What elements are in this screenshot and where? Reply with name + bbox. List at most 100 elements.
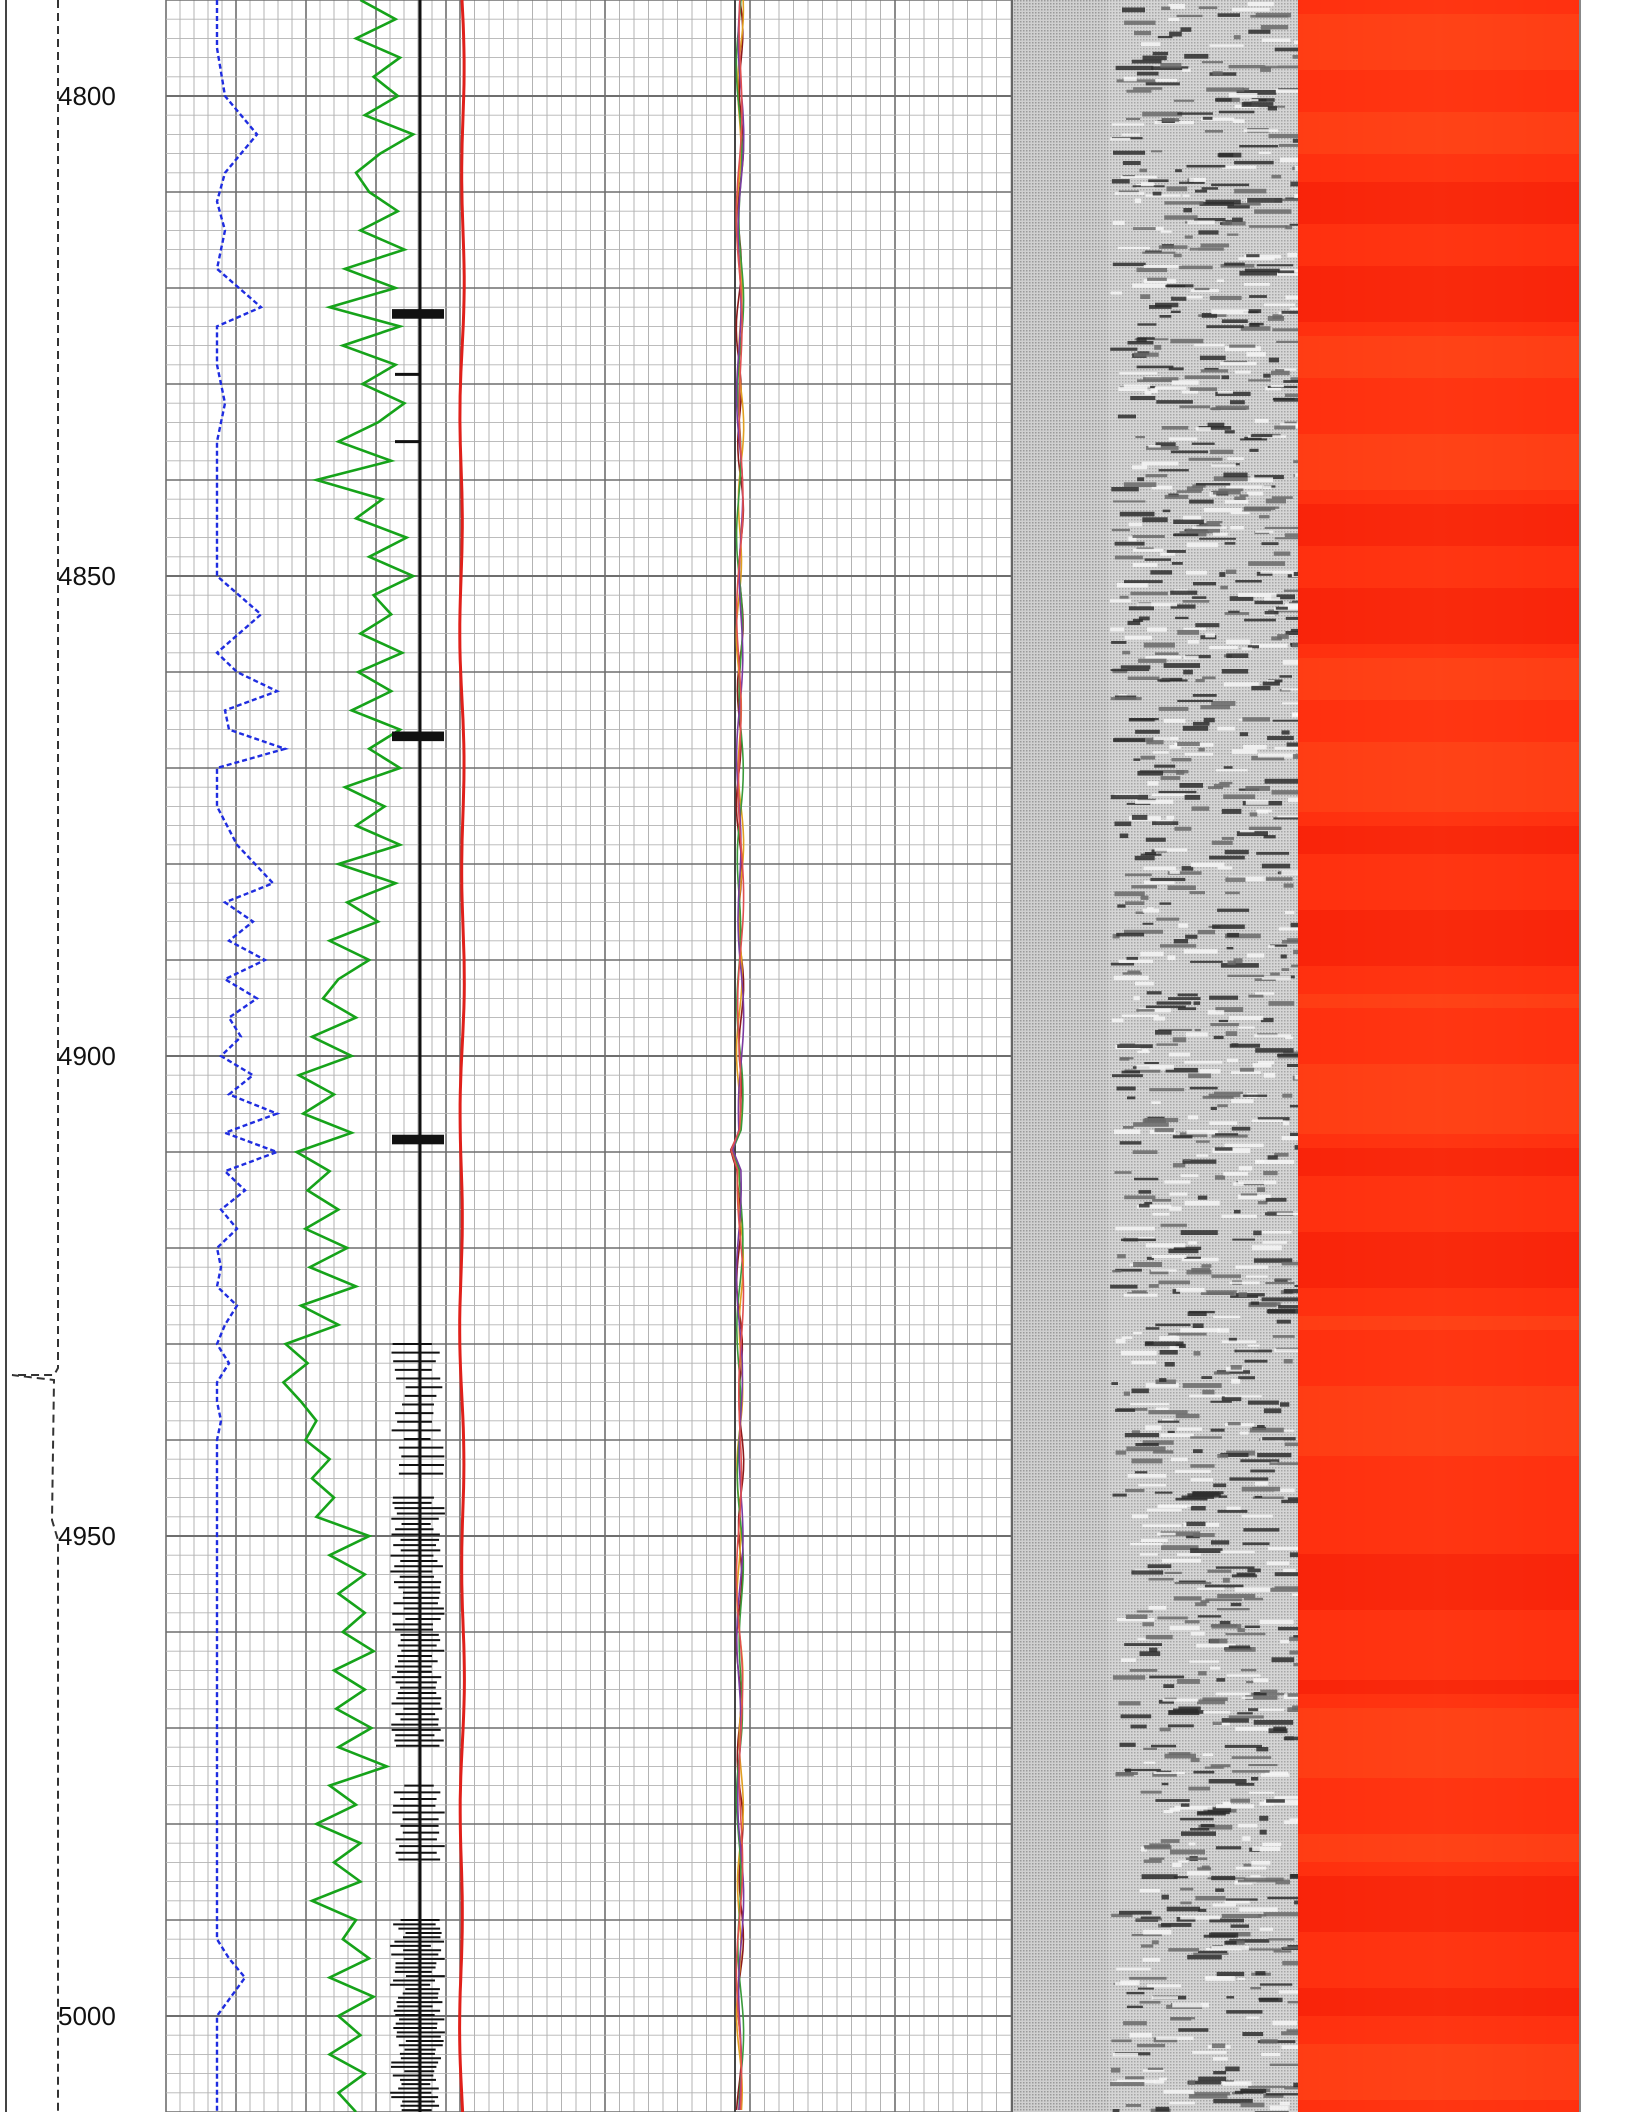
image-streak bbox=[1230, 400, 1245, 405]
image-streak bbox=[1120, 1714, 1152, 1719]
image-streak bbox=[1253, 1720, 1294, 1725]
image-streak bbox=[1256, 851, 1290, 855]
image-streak bbox=[1111, 179, 1130, 184]
image-streak bbox=[1157, 1532, 1176, 1536]
image-streak bbox=[1226, 932, 1239, 938]
image-streak bbox=[1265, 1771, 1288, 1775]
image-streak bbox=[1176, 1427, 1202, 1431]
image-streak bbox=[1169, 1346, 1179, 1350]
image-streak bbox=[1235, 1727, 1269, 1731]
image-streak bbox=[1257, 1117, 1290, 1121]
image-streak bbox=[1119, 1910, 1152, 1915]
image-streak bbox=[1210, 407, 1247, 410]
image-streak bbox=[1261, 1297, 1299, 1302]
image-streak bbox=[1265, 2093, 1300, 2096]
image-streak bbox=[1147, 907, 1154, 910]
heat-band bbox=[1298, 2016, 1580, 2030]
image-streak bbox=[1262, 1241, 1288, 1244]
image-streak bbox=[1193, 582, 1217, 586]
image-streak bbox=[1152, 751, 1169, 754]
image-streak bbox=[1170, 1849, 1205, 1855]
image-streak bbox=[1249, 448, 1259, 452]
image-streak bbox=[1259, 1997, 1283, 2003]
image-streak bbox=[1241, 1514, 1273, 1518]
heat-band bbox=[1298, 896, 1580, 910]
image-streak bbox=[1254, 1495, 1263, 1498]
image-streak bbox=[1114, 821, 1132, 827]
image-streak bbox=[1146, 1508, 1182, 1512]
image-streak bbox=[1123, 482, 1157, 487]
image-streak bbox=[1133, 227, 1156, 231]
heat-band bbox=[1298, 1946, 1580, 1960]
image-streak bbox=[1133, 1122, 1169, 1127]
image-streak bbox=[1154, 1491, 1173, 1494]
image-streak bbox=[1127, 970, 1141, 973]
image-streak bbox=[1115, 1450, 1127, 1455]
image-streak bbox=[1142, 1622, 1154, 1627]
image-streak bbox=[1138, 658, 1167, 663]
image-streak bbox=[1160, 1223, 1187, 1227]
image-streak bbox=[1131, 814, 1148, 820]
heat-band bbox=[1298, 378, 1580, 392]
image-streak bbox=[1274, 1586, 1301, 1589]
image-streak bbox=[1127, 341, 1154, 345]
image-streak bbox=[1237, 1712, 1253, 1715]
image-streak bbox=[1159, 1336, 1180, 1341]
image-streak bbox=[1131, 1570, 1164, 1575]
image-streak bbox=[1169, 870, 1180, 874]
image-streak bbox=[1142, 922, 1154, 925]
image-streak bbox=[1128, 718, 1155, 722]
image-streak bbox=[1157, 1616, 1188, 1620]
heat-band bbox=[1298, 308, 1580, 322]
image-streak bbox=[1237, 1977, 1246, 1980]
image-streak bbox=[1184, 1200, 1220, 1206]
image-streak bbox=[1203, 1711, 1231, 1714]
image-streak bbox=[1198, 1950, 1228, 1953]
image-streak bbox=[1177, 629, 1200, 635]
heat-band bbox=[1298, 168, 1580, 182]
image-streak bbox=[1147, 627, 1167, 632]
image-streak bbox=[1177, 1679, 1200, 1684]
image-streak bbox=[1255, 530, 1274, 533]
image-streak bbox=[1284, 533, 1302, 538]
image-streak bbox=[1225, 639, 1250, 645]
heat-band bbox=[1298, 1778, 1580, 1792]
heat-band bbox=[1298, 504, 1580, 518]
image-streak bbox=[1126, 1446, 1166, 1452]
image-streak bbox=[1202, 676, 1216, 680]
image-streak bbox=[1176, 770, 1185, 775]
image-streak bbox=[1238, 1180, 1277, 1184]
image-streak bbox=[1169, 1192, 1188, 1196]
image-streak bbox=[1201, 1292, 1234, 1295]
heat-band bbox=[1298, 952, 1580, 966]
heat-band bbox=[1298, 56, 1580, 70]
heat-band bbox=[1298, 714, 1580, 728]
image-streak bbox=[1149, 1269, 1169, 1275]
image-streak bbox=[1239, 494, 1249, 497]
heat-band bbox=[1298, 840, 1580, 854]
image-streak bbox=[1186, 486, 1203, 491]
image-streak bbox=[1110, 137, 1131, 141]
image-streak bbox=[1187, 639, 1199, 644]
image-streak bbox=[1159, 1378, 1167, 1382]
heat-band bbox=[1298, 1512, 1580, 1526]
image-streak bbox=[1273, 1950, 1292, 1953]
image-streak bbox=[1131, 885, 1157, 889]
image-streak bbox=[1189, 177, 1206, 182]
image-streak bbox=[1226, 653, 1249, 658]
image-streak bbox=[1136, 337, 1147, 343]
heat-band bbox=[1298, 924, 1580, 938]
image-streak bbox=[1251, 1777, 1259, 1781]
image-streak bbox=[1112, 500, 1146, 503]
image-streak bbox=[1269, 1462, 1304, 1466]
heat-band bbox=[1298, 70, 1580, 84]
image-streak bbox=[1131, 1934, 1162, 1937]
image-streak bbox=[1189, 499, 1214, 504]
image-streak bbox=[1234, 202, 1261, 206]
image-streak bbox=[1174, 1470, 1211, 1473]
image-streak bbox=[1227, 1422, 1241, 1426]
image-streak bbox=[1224, 542, 1236, 545]
image-streak bbox=[1163, 718, 1186, 723]
image-streak bbox=[1270, 944, 1288, 947]
heat-band bbox=[1298, 644, 1580, 658]
